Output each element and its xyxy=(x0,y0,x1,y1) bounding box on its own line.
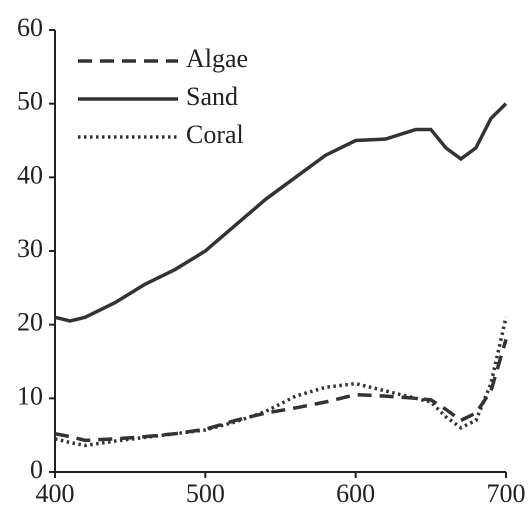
legend-label: Algae xyxy=(186,44,248,73)
legend-label: Coral xyxy=(186,120,244,149)
y-tick-label: 10 xyxy=(17,381,43,410)
y-tick-label: 30 xyxy=(17,234,43,263)
x-tick-label: 500 xyxy=(186,479,225,508)
x-tick-label: 700 xyxy=(487,479,526,508)
series-line xyxy=(54,338,508,443)
y-tick-label: 0 xyxy=(30,455,43,484)
x-tick-label: 400 xyxy=(36,479,75,508)
x-tick-label: 600 xyxy=(336,479,375,508)
y-tick-label: 40 xyxy=(17,160,43,189)
y-tick-label: 60 xyxy=(17,13,43,42)
series-line xyxy=(54,316,508,448)
y-tick-label: 20 xyxy=(17,308,43,337)
series-line xyxy=(54,102,508,323)
legend-label: Sand xyxy=(186,82,238,111)
y-tick-label: 50 xyxy=(17,87,43,116)
